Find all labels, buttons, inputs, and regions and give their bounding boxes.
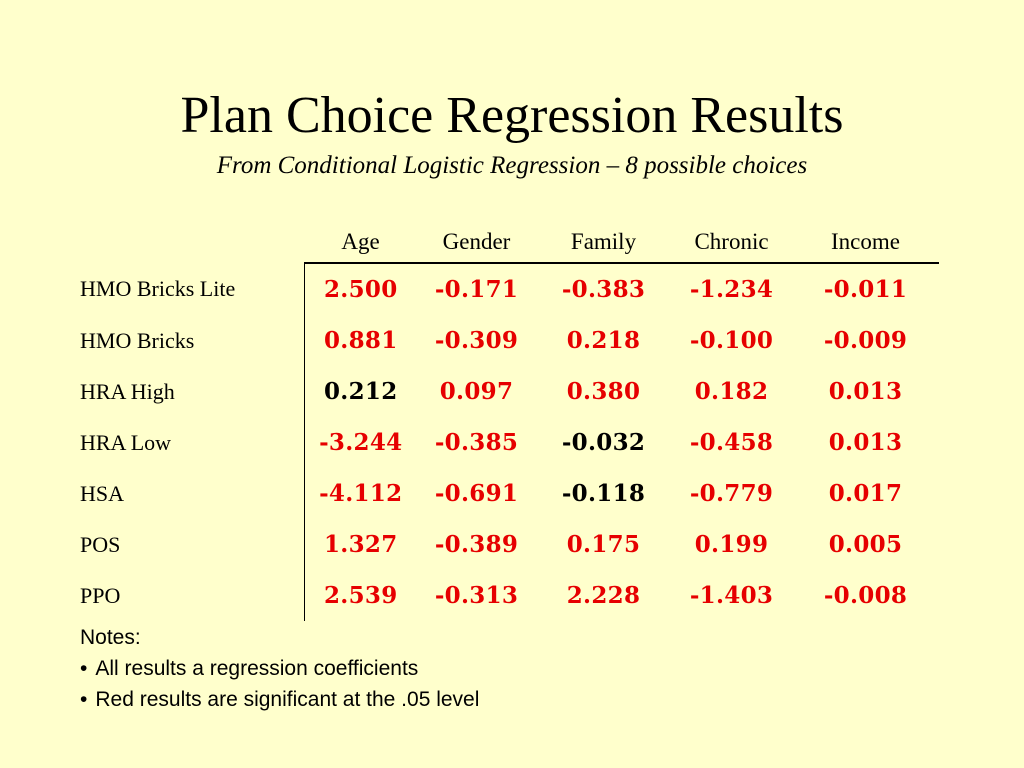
coefficient-cell: -0.385 — [434, 429, 519, 456]
coefficient-cell: -0.118 — [561, 480, 646, 507]
coefficient-cell: -0.389 — [434, 531, 519, 558]
bullet-icon: • — [80, 657, 88, 680]
regression-results-table: Age Gender Family Chronic Income HMO Bri… — [70, 222, 939, 621]
coefficient-cell: 2.228 — [566, 582, 641, 609]
coefficient-cell: 0.380 — [566, 378, 641, 405]
coefficient-cell: 2.539 — [304, 570, 417, 621]
coefficient-cell: -0.100 — [689, 327, 774, 354]
coefficient-cell: 0.199 — [694, 531, 769, 558]
table-row: HMO Bricks Lite 2.500 -0.171 -0.383 -1.2… — [70, 263, 939, 315]
note-item: • All results a regression coefficients — [80, 653, 479, 684]
table-row: POS 1.327 -0.389 0.175 0.199 0.005 — [70, 519, 939, 570]
coefficient-cell: 0.881 — [304, 315, 417, 366]
coefficient-cell: 0.013 — [828, 429, 903, 456]
slide-subtitle: From Conditional Logistic Regression – 8… — [216, 152, 808, 179]
coefficient-cell: 0.218 — [566, 327, 641, 354]
coefficient-cell: -0.309 — [434, 327, 519, 354]
column-header-gender: Gender — [416, 222, 537, 264]
coefficient-cell: 0.212 — [304, 366, 417, 417]
notes-block: Notes: • All results a regression coeffic… — [80, 622, 479, 715]
coefficient-cell: 0.017 — [828, 480, 903, 507]
column-header-income: Income — [792, 222, 939, 264]
slide-title: Plan Choice Regression Results — [180, 87, 844, 144]
row-label: HMO Bricks Lite — [80, 276, 236, 301]
coefficient-cell: -0.691 — [434, 480, 519, 507]
coefficient-cell: 0.013 — [828, 378, 903, 405]
row-label: PPO — [80, 582, 121, 608]
row-label: HSA — [80, 480, 125, 506]
row-label: HMO Bricks — [80, 327, 195, 353]
row-label: HRA Low — [80, 429, 172, 455]
note-text: All results a regression coefficients — [95, 657, 419, 680]
coefficient-cell: -0.171 — [434, 276, 519, 303]
table-row: HRA High 0.212 0.097 0.380 0.182 0.013 — [70, 366, 939, 417]
coefficient-cell: -1.234 — [689, 276, 774, 303]
row-label: POS — [80, 531, 121, 557]
coefficient-cell: 0.097 — [439, 378, 514, 405]
coefficient-cell: -3.244 — [304, 417, 417, 468]
column-header-age: Age — [304, 222, 417, 264]
coefficient-cell: -1.403 — [689, 582, 774, 609]
column-header-family: Family — [536, 222, 671, 264]
coefficient-cell: -0.313 — [434, 582, 519, 609]
column-header-chronic: Chronic — [670, 222, 793, 264]
coefficient-cell: -4.112 — [304, 468, 417, 519]
coefficient-cell: -0.008 — [823, 582, 908, 609]
coefficient-cell: -0.779 — [689, 480, 774, 507]
coefficient-cell: 0.005 — [828, 531, 903, 558]
row-label-header-blank — [70, 222, 305, 263]
coefficient-cell: 0.175 — [566, 531, 641, 558]
coefficient-cell: 0.182 — [694, 378, 769, 405]
coefficient-cell: -0.383 — [561, 276, 646, 303]
coefficient-cell: -0.032 — [561, 429, 646, 456]
note-text: Red results are significant at the .05 l… — [95, 688, 480, 711]
notes-heading: Notes: — [80, 626, 141, 649]
coefficient-cell: 1.327 — [304, 519, 417, 570]
table-row: HRA Low -3.244 -0.385 -0.032 -0.458 0.01… — [70, 417, 939, 468]
table-header-row: Age Gender Family Chronic Income — [70, 222, 939, 264]
coefficient-cell: -0.458 — [689, 429, 774, 456]
coefficient-cell: -0.011 — [823, 276, 908, 303]
bullet-icon: • — [80, 688, 88, 711]
row-label: HRA High — [80, 378, 175, 404]
coefficient-cell: 2.500 — [304, 263, 417, 315]
note-item: • Red results are significant at the .05 … — [80, 684, 479, 715]
coefficient-cell: -0.009 — [823, 327, 908, 354]
table-row: HSA -4.112 -0.691 -0.118 -0.779 0.017 — [70, 468, 939, 519]
table-row: PPO 2.539 -0.313 2.228 -1.403 -0.008 — [70, 570, 939, 621]
table-row: HMO Bricks 0.881 -0.309 0.218 -0.100 -0.… — [70, 315, 939, 366]
